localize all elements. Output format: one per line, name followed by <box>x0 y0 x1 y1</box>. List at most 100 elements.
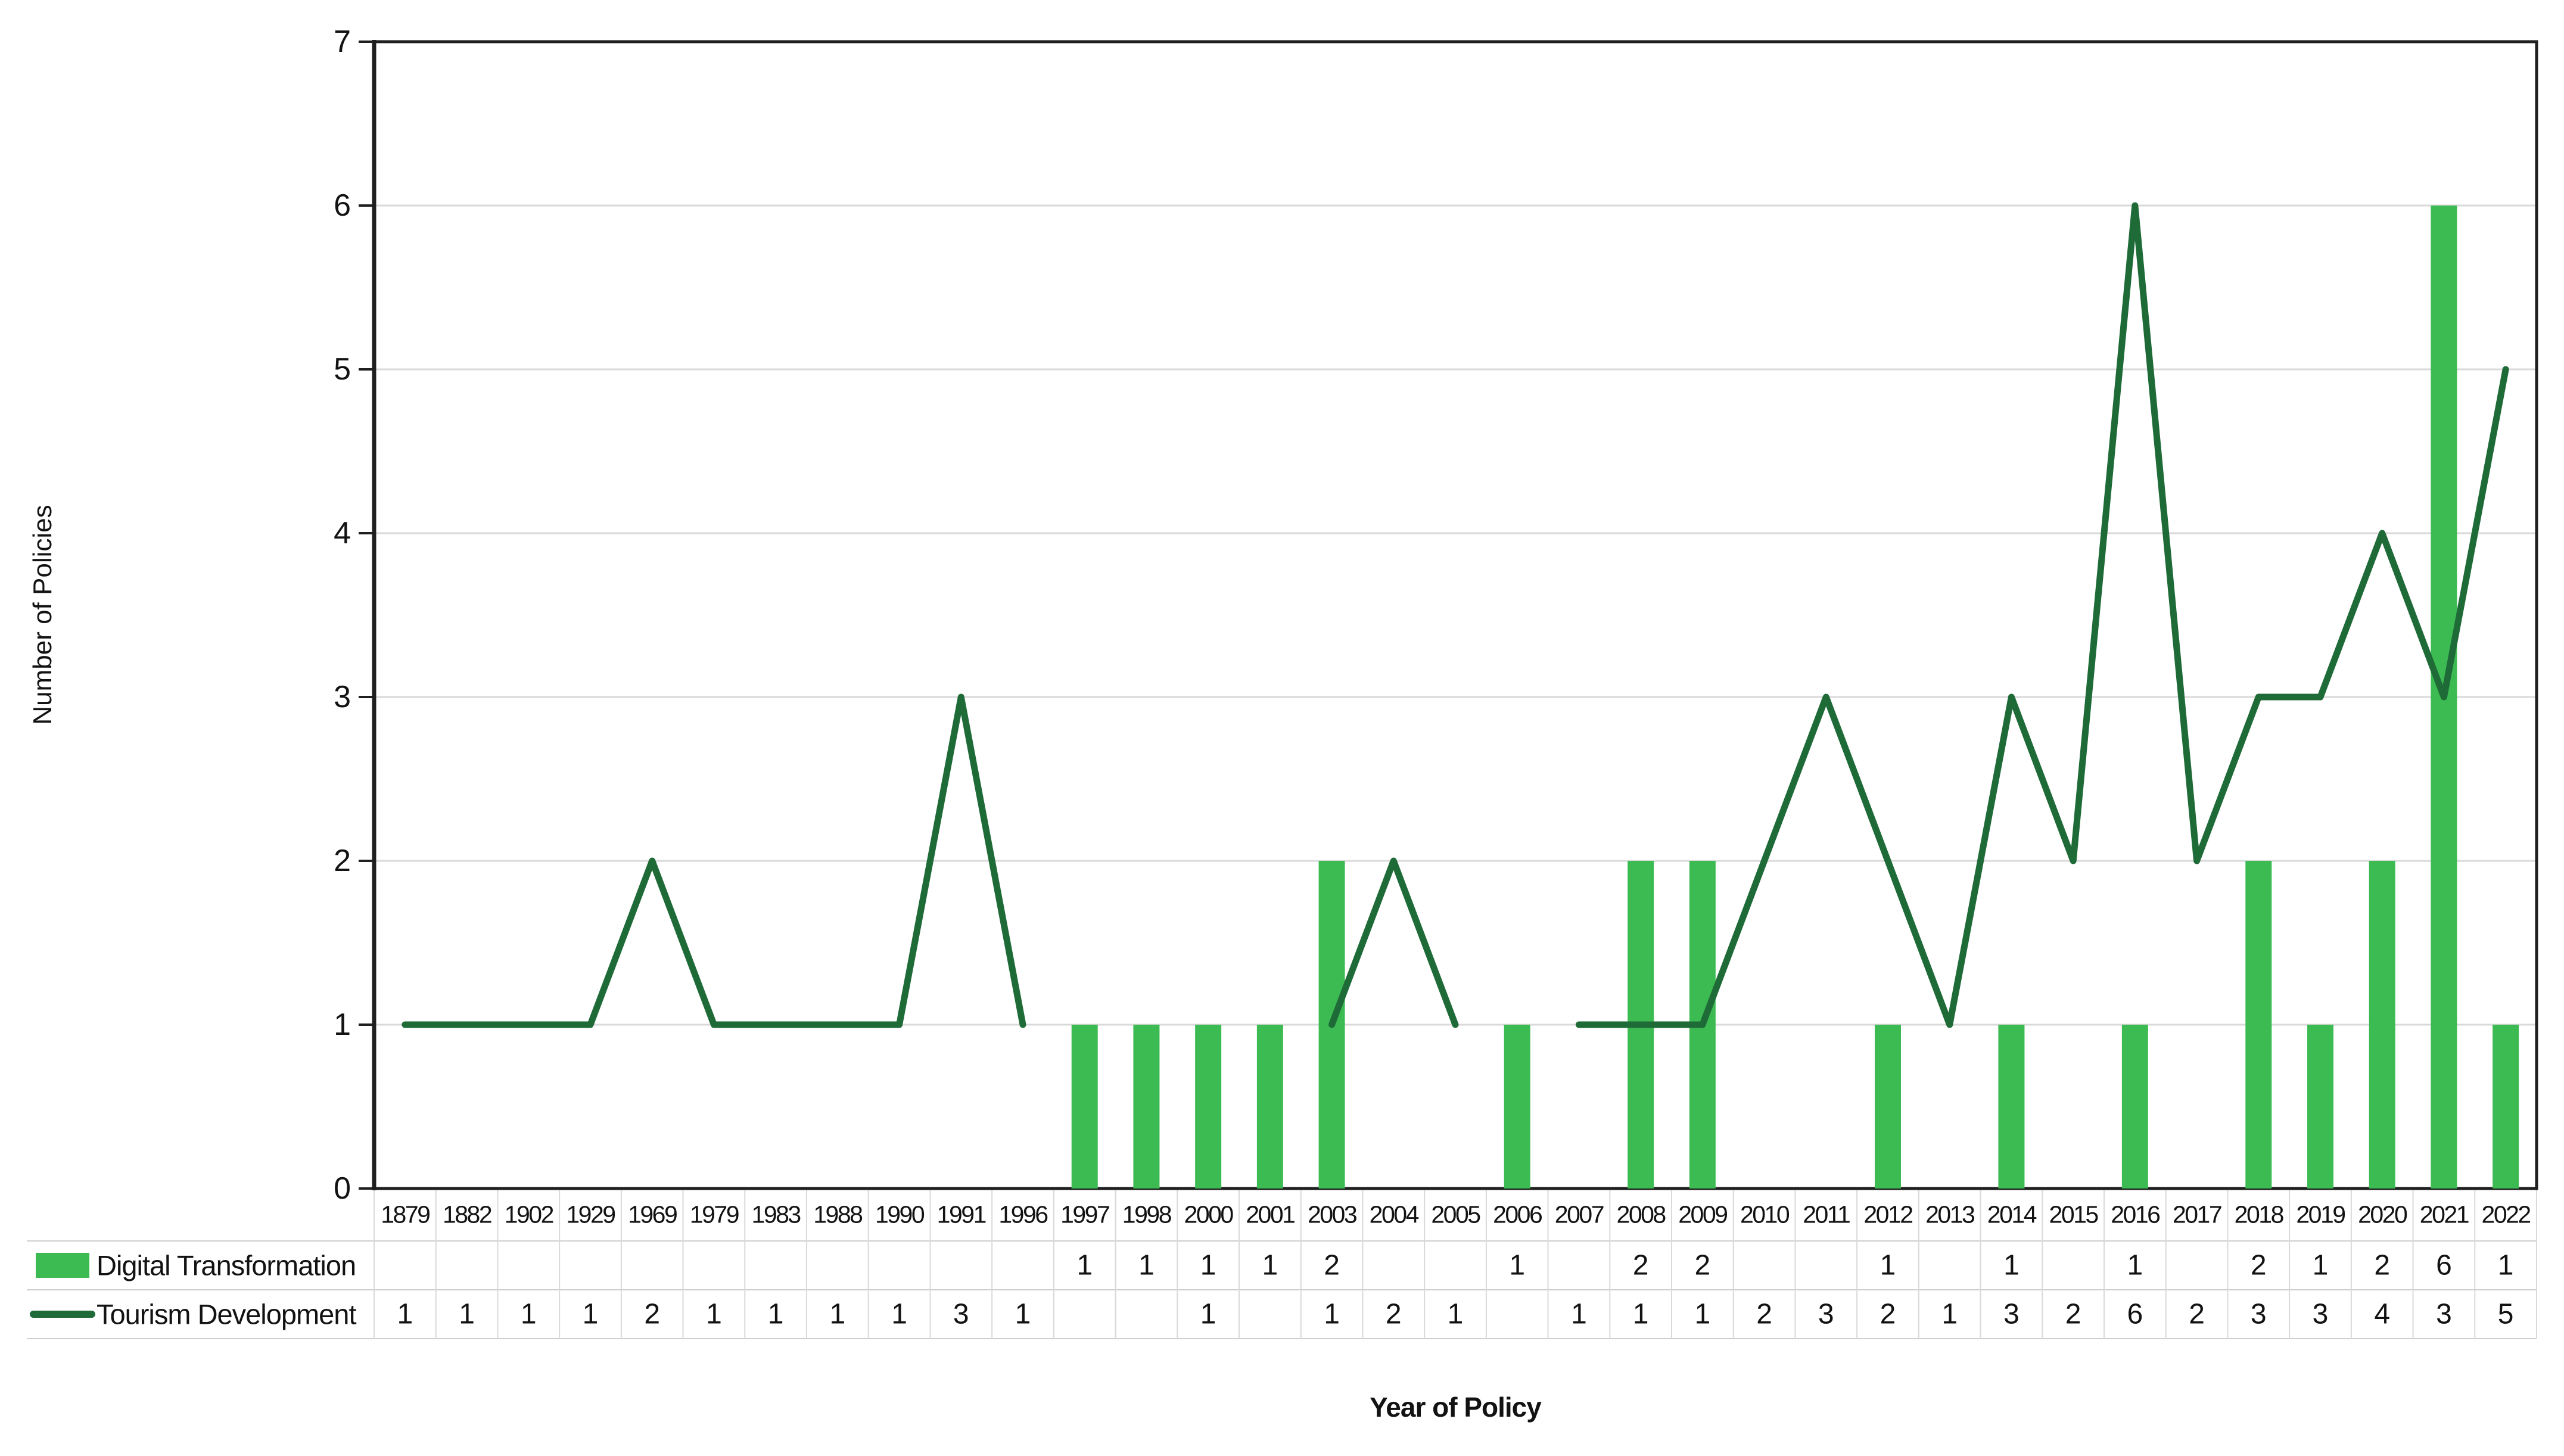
digital-transformation-cell: 2 <box>1694 1249 1711 1281</box>
tourism-development-cell: 1 <box>706 1298 722 1330</box>
y-tick-label: 2 <box>334 844 351 878</box>
tourism-development-cell: 3 <box>1818 1298 1834 1330</box>
tourism-development-cell: 1 <box>397 1298 413 1330</box>
tourism-development-cell: 1 <box>1200 1298 1216 1330</box>
digital-transformation-cell: 1 <box>1200 1249 1216 1281</box>
bar-digital-transformation <box>1504 1025 1530 1189</box>
tourism-development-cell: 3 <box>953 1298 969 1330</box>
year-header: 1997 <box>1060 1200 1110 1228</box>
digital-transformation-cell: 1 <box>1509 1249 1526 1281</box>
y-tick-label: 1 <box>334 1007 351 1042</box>
digital-transformation-cell: 2 <box>2250 1249 2267 1281</box>
legend-swatch-digital-transformation <box>36 1253 89 1278</box>
year-header: 2020 <box>2358 1200 2408 1228</box>
tourism-development-cell: 1 <box>1015 1298 1031 1330</box>
year-header: 2014 <box>1987 1200 2037 1228</box>
tourism-development-cell: 2 <box>1385 1298 1402 1330</box>
year-header: 1991 <box>936 1200 987 1228</box>
year-header: 1983 <box>751 1200 802 1228</box>
tourism-development-cell: 1 <box>1632 1298 1649 1330</box>
tourism-development-cell: 1 <box>459 1298 475 1330</box>
tourism-development-cell: 1 <box>1694 1298 1711 1330</box>
year-header: 2012 <box>1863 1200 1913 1228</box>
year-header: 2004 <box>1369 1200 1420 1228</box>
year-header: 2000 <box>1184 1200 1234 1228</box>
tourism-development-cell: 2 <box>2065 1298 2081 1330</box>
tourism-development-cell: 3 <box>2003 1298 2020 1330</box>
line-tourism-development <box>1575 202 2509 1028</box>
y-tick-label: 0 <box>334 1171 351 1206</box>
bar-digital-transformation <box>2121 1025 2148 1189</box>
bar-digital-transformation <box>1195 1025 1222 1189</box>
y-tick-label: 3 <box>334 680 351 714</box>
year-header: 2018 <box>2234 1200 2285 1228</box>
tourism-development-cell: 1 <box>1941 1298 1958 1330</box>
year-header: 2013 <box>1925 1200 1975 1228</box>
tourism-development-cell: 1 <box>1447 1298 1464 1330</box>
digital-transformation-cell: 6 <box>2436 1249 2452 1281</box>
year-header: 1996 <box>998 1200 1048 1228</box>
digital-transformation-cell: 2 <box>2374 1249 2391 1281</box>
bar-digital-transformation <box>1875 1025 1901 1189</box>
bar-digital-transformation <box>2245 861 2272 1189</box>
digital-transformation-cell: 1 <box>1262 1249 1278 1281</box>
year-header: 2017 <box>2172 1200 2223 1228</box>
tourism-development-cell: 3 <box>2250 1298 2267 1330</box>
digital-transformation-cell: 2 <box>1324 1249 1340 1281</box>
bar-digital-transformation <box>1998 1025 2025 1189</box>
legend-label-tourism-development: Tourism Development <box>97 1298 357 1330</box>
digital-transformation-cell: 1 <box>2127 1249 2143 1281</box>
line-tourism-development <box>1328 857 1459 1028</box>
bar-digital-transformation <box>1256 1025 1283 1189</box>
year-header: 1988 <box>813 1200 863 1228</box>
year-header: 2016 <box>2111 1200 2161 1228</box>
tourism-development-cell: 1 <box>1324 1298 1340 1330</box>
legend-label-digital-transformation: Digital Transformation <box>97 1249 356 1281</box>
year-header: 2022 <box>2481 1200 2532 1228</box>
year-header: 2007 <box>1554 1200 1605 1228</box>
tourism-development-cell: 1 <box>582 1298 599 1330</box>
bar-digital-transformation <box>2493 1025 2519 1189</box>
year-header: 2005 <box>1431 1200 1481 1228</box>
tourism-development-cell: 1 <box>891 1298 907 1330</box>
year-header: 1879 <box>381 1200 431 1228</box>
bar-digital-transformation <box>2307 1025 2333 1189</box>
year-header: 2010 <box>1740 1200 1790 1228</box>
tourism-development-cell: 2 <box>1756 1298 1772 1330</box>
tourism-development-cell: 1 <box>767 1298 784 1330</box>
digital-transformation-cell: 1 <box>1076 1249 1093 1281</box>
year-header: 1969 <box>628 1200 678 1228</box>
year-header: 2009 <box>1678 1200 1728 1228</box>
year-header: 2015 <box>2049 1200 2099 1228</box>
tourism-development-cell: 2 <box>644 1298 661 1330</box>
year-header: 2006 <box>1493 1200 1543 1228</box>
year-header: 1990 <box>875 1200 925 1228</box>
x-axis-title: Year of Policy <box>1370 1392 1542 1423</box>
tourism-development-cell: 2 <box>1880 1298 1896 1330</box>
tourism-development-cell: 1 <box>520 1298 537 1330</box>
digital-transformation-cell: 1 <box>2497 1249 2514 1281</box>
y-tick-label: 4 <box>334 516 351 550</box>
bar-digital-transformation <box>1071 1025 1098 1189</box>
digital-transformation-cell: 1 <box>1880 1249 1896 1281</box>
digital-transformation-cell: 1 <box>1138 1249 1155 1281</box>
year-header: 1998 <box>1122 1200 1172 1228</box>
year-header: 1882 <box>442 1200 493 1228</box>
tourism-development-cell: 4 <box>2374 1298 2391 1330</box>
tourism-development-cell: 6 <box>2127 1298 2143 1330</box>
bar-digital-transformation <box>2369 861 2395 1189</box>
tourism-development-cell: 5 <box>2497 1298 2514 1330</box>
year-header: 1979 <box>689 1200 740 1228</box>
y-axis-title: Number of Policies <box>28 505 57 725</box>
digital-transformation-cell: 1 <box>2003 1249 2020 1281</box>
line-tourism-development <box>402 693 1026 1028</box>
digital-transformation-cell: 2 <box>1632 1249 1649 1281</box>
year-header: 2003 <box>1307 1200 1358 1228</box>
tourism-development-cell: 3 <box>2436 1298 2452 1330</box>
year-header: 1902 <box>504 1200 555 1228</box>
year-header: 2021 <box>2419 1200 2470 1228</box>
year-header: 2011 <box>1803 1200 1851 1228</box>
year-header: 2001 <box>1246 1200 1296 1228</box>
